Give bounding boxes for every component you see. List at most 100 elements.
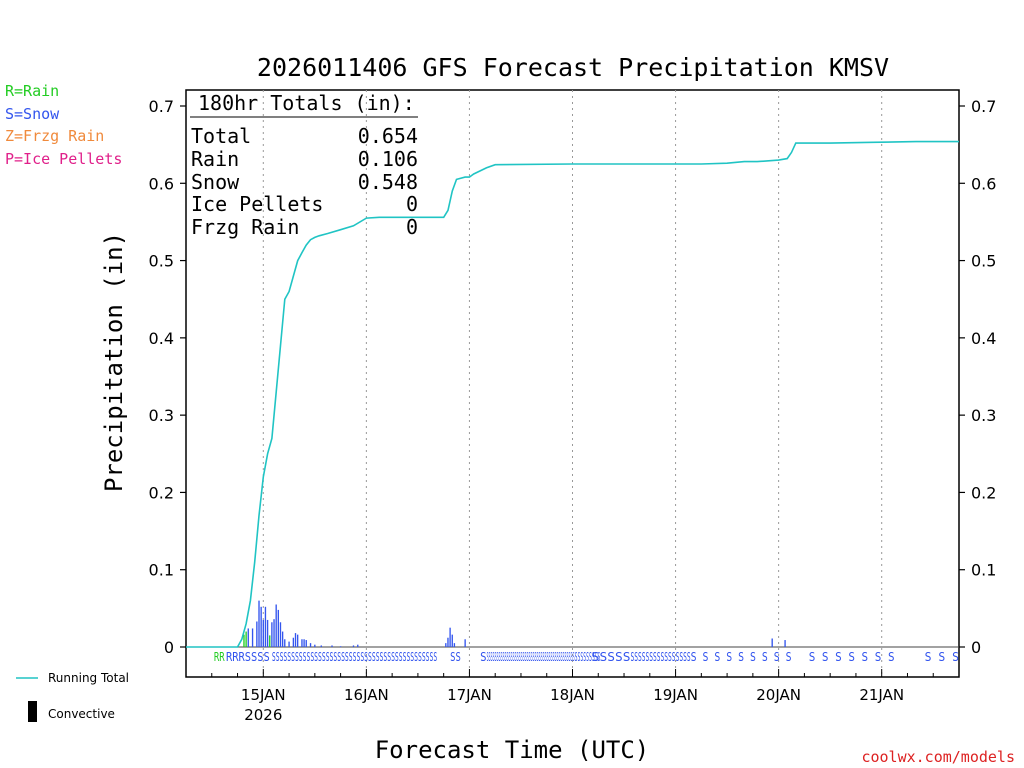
precip-type-group: S [480,650,486,664]
precip-type-group: SSSSSSSSSSSSSSSSSSSSSSSSSSSSSSSSSSSSSSSS… [272,650,437,664]
x-tick-label: 20JAN [756,686,801,704]
snow-bar [314,644,316,647]
series-legend: Running Total Convective [16,671,129,722]
x-tick-label: 21JAN [859,686,904,704]
snow-bar [288,641,290,647]
snow-bar [464,639,466,647]
snow-bar [453,643,456,647]
legend-ice-pellets: P=Ice Pellets [5,150,122,168]
legend-rain: R=Rain [5,82,59,100]
y-tick-label-right: 0.3 [971,406,996,425]
snow-bar [266,619,269,647]
precip-type-group: S S S S S S S [809,650,895,664]
totals-value-ice-pellets: 0 [406,192,418,216]
precip-type-group: RRRSSSS [226,650,270,664]
precip-type-group: RR [214,650,225,664]
grid-layer [262,90,883,677]
rain-bar [245,631,247,647]
y-tick-label-left: 0.4 [149,329,174,348]
y-tick-label-left: 0.7 [149,97,174,116]
snow-bar [784,640,786,647]
snow-bar [296,634,299,647]
y-tick-label-left: 0 [164,638,174,657]
snow-bar [256,621,258,647]
totals-label-ice-pellets: Ice Pellets [191,192,323,216]
snow-bar [284,639,286,647]
precip-type-group: S S S S S S S S S [691,650,792,664]
y-tick-label-right: 0.7 [971,97,996,116]
credit-text: coolwx.com/models [861,748,1015,766]
totals-value-snow: 0.548 [358,170,418,194]
x-tick-label: 18JAN [550,686,595,704]
snow-bar [281,631,284,647]
totals-box: 180hr Totals (in): Total 0.654 Rain 0.10… [190,91,418,239]
y-tick-label-left: 0.1 [149,561,174,580]
precip-type-group: S S S [925,650,959,664]
precip-type-group: SSSSS [592,650,631,664]
x-axis-label: Forecast Time (UTC) [375,736,650,764]
precip-type-row: RR RRRSSSS SSSSSSSSSSSSSSSSSSSSSSSSSSSSSSS… [214,650,959,664]
snow-bar [320,645,322,647]
y-tick-label-left: 0.2 [149,483,174,502]
y-tick-label-left: 0.3 [149,406,174,425]
legend-running-total: Running Total [48,671,129,685]
totals-value-freezing-rain: 0 [406,215,418,239]
snow-bar [445,643,447,647]
snow-bar [262,619,264,647]
totals-label-freezing-rain: Frzg Rain [191,215,299,239]
y-tick-label-left: 0.6 [149,174,174,193]
y-axis-label: Precipitation (in) [100,232,128,492]
x-tick-label: 17JAN [447,686,492,704]
chart-title: 2026011406 GFS Forecast Precipitation KM… [257,53,889,82]
snow-bar [247,628,249,647]
x-tick-label: 19JAN [653,686,698,704]
precip-type-group: SSSSSSSSSSSSSSSS [630,650,690,664]
snow-bar [451,634,453,647]
bar-layer [243,600,786,647]
snow-bar [271,622,273,647]
totals-value-rain: 0.106 [358,147,418,171]
snow-bar [305,640,307,647]
snow-bar [301,639,303,647]
snow-bar [339,646,342,647]
snow-bar [309,643,312,647]
x-tick-label: 15JAN [241,686,286,704]
snow-bar [251,628,254,647]
legend-snow: S=Snow [5,105,60,123]
snow-bar [449,627,451,647]
precip-type-group: SS [450,650,461,664]
y-tick-label-right: 0.6 [971,174,996,193]
snow-bar [273,619,275,647]
snow-bar [352,645,355,647]
type-legend: R=Rain S=Snow Z=Frzg Rain P=Ice Pellets [5,82,122,168]
x-tick-label: 16JAN [344,686,389,704]
legend-convective: Convective [48,707,115,721]
snow-bar [260,606,262,647]
snow-bar [275,604,277,647]
precip-type-group: SSSSSSSSSSSSSSSSSSSSSSSSSSSSSSSSSSSSSSSS… [487,650,575,664]
running-total-line [186,140,959,648]
convective-legend-bar-icon [28,701,37,722]
snow-bar [264,606,267,647]
totals-label-total: Total [191,124,251,148]
snow-bar [258,600,260,647]
precip-type-group: SSSSSSSSS [575,650,601,664]
totals-value-total: 0.654 [358,124,418,148]
snow-bar [279,622,282,647]
y-tick-label-right: 0.5 [971,252,996,271]
totals-header: 180hr Totals (in): [198,91,415,115]
y-tick-label-right: 0.1 [971,561,996,580]
snow-bar [277,609,280,647]
snow-bar [357,644,359,647]
snow-bar [771,638,773,647]
y-axis-ticks: 0 00.1 0.10.2 0.20.3 0.30.4 0.40.5 0.50.6 0.60.… [149,97,997,657]
y-tick-label-right: 0.4 [971,329,996,348]
snow-bar [294,633,297,647]
y-tick-label-right: 0.2 [971,483,996,502]
totals-label-snow: Snow [191,170,240,194]
legend-freezing-rain: Z=Frzg Rain [5,127,104,145]
snow-bar [292,637,295,647]
y-tick-label-right: 0 [971,638,981,657]
rain-bar [243,634,245,647]
